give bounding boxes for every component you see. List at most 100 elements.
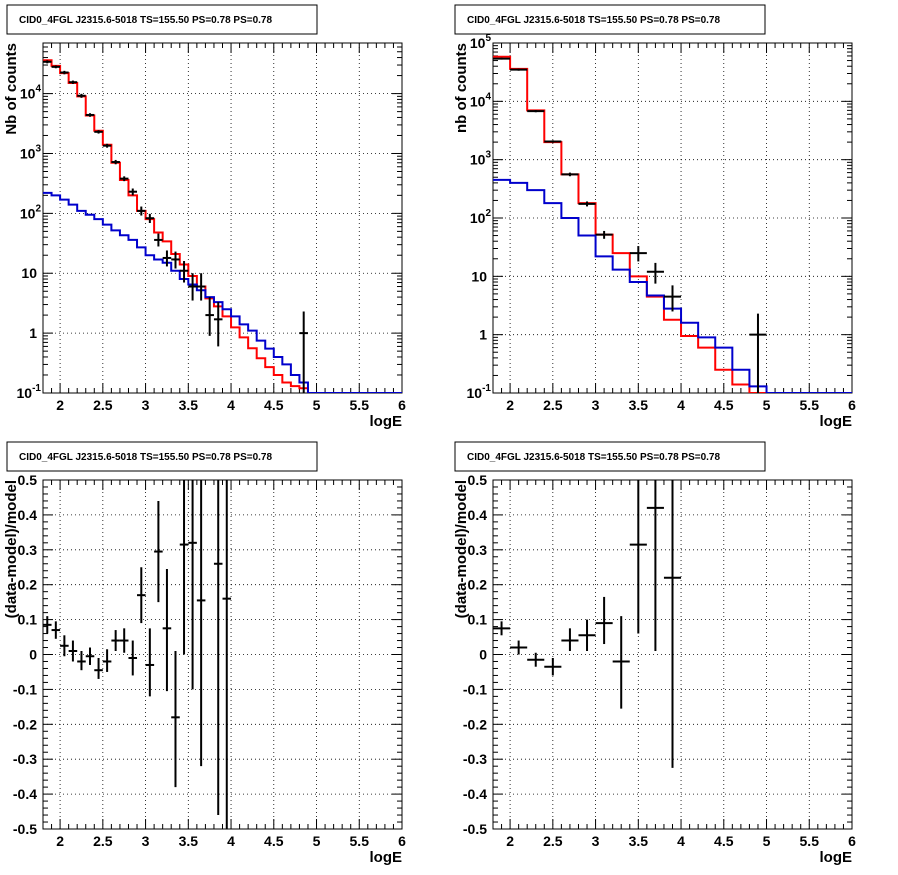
y-axis-label: Nb of counts bbox=[3, 43, 20, 135]
x-tick-label: 3 bbox=[142, 397, 150, 413]
data-point bbox=[128, 640, 138, 676]
x-tick-label: 3 bbox=[592, 833, 600, 849]
chart-title: CID0_4FGL J2315.6-5018 TS=155.50 PS=0.78… bbox=[19, 15, 272, 26]
y-tick-label: 0.5 bbox=[18, 472, 38, 488]
chart-panel-1: CID0_4FGL J2315.6-5018 TS=155.50 PS=0.78… bbox=[3, 4, 406, 430]
data-point bbox=[94, 657, 103, 679]
data-point bbox=[629, 480, 647, 634]
y-tick-label: 0.4 bbox=[468, 507, 488, 523]
data-point bbox=[94, 130, 103, 134]
data-point bbox=[128, 188, 138, 196]
data-point bbox=[205, 297, 214, 336]
x-tick-label: 4 bbox=[677, 397, 685, 413]
data-layer bbox=[43, 480, 232, 829]
y-tick-label: 0.2 bbox=[468, 577, 488, 593]
x-tick-label: 4 bbox=[227, 397, 235, 413]
data-point bbox=[145, 628, 155, 697]
y-tick-label: 0 bbox=[29, 647, 37, 663]
data-point bbox=[749, 313, 767, 393]
y-tick-label: 1 bbox=[479, 327, 487, 343]
chart-title: CID0_4FGL J2315.6-5018 TS=155.50 PS=0.78… bbox=[19, 452, 272, 463]
data-layer bbox=[493, 55, 852, 393]
data-point bbox=[493, 621, 511, 636]
x-tick-label: 4.5 bbox=[264, 833, 284, 849]
y-tick-label: 0.2 bbox=[18, 577, 38, 593]
total_model-histogram bbox=[493, 55, 852, 393]
data-point bbox=[646, 262, 664, 284]
data-point bbox=[145, 213, 155, 224]
x-tick-label: 4 bbox=[227, 833, 235, 849]
y-tick-label: -0.5 bbox=[13, 821, 37, 837]
data-point bbox=[162, 568, 172, 692]
y-tick-label: 104 bbox=[470, 91, 492, 109]
data-point bbox=[51, 65, 61, 69]
y-tick-label: 0.1 bbox=[468, 612, 488, 628]
x-axis-label: logE bbox=[820, 849, 853, 866]
data-point bbox=[663, 285, 682, 312]
data-point bbox=[60, 70, 69, 75]
y-axis-label: (data-model)/model bbox=[3, 480, 20, 618]
x-tick-label: 2 bbox=[506, 833, 514, 849]
data-point bbox=[612, 616, 630, 709]
x-tick-label: 5 bbox=[313, 397, 321, 413]
data-point bbox=[119, 176, 129, 182]
chart-panel-3: CID0_4FGL J2315.6-5018 TS=155.50 PS=0.78… bbox=[3, 441, 406, 866]
title-box bbox=[6, 4, 318, 35]
y-tick-label: 0.3 bbox=[468, 542, 488, 558]
title-box bbox=[6, 441, 318, 472]
y-tick-label: -0.3 bbox=[13, 751, 37, 767]
data-point bbox=[578, 201, 596, 207]
data-point bbox=[77, 651, 86, 671]
plot-frame bbox=[42, 479, 403, 830]
x-tick-label: 2.5 bbox=[93, 397, 113, 413]
y-tick-label: 102 bbox=[20, 203, 42, 221]
x-tick-label: 3.5 bbox=[629, 833, 649, 849]
chart-title: CID0_4FGL J2315.6-5018 TS=155.50 PS=0.78… bbox=[467, 15, 720, 26]
y-tick-label: 0 bbox=[479, 647, 487, 663]
y-tick-label: -0.2 bbox=[463, 716, 487, 732]
x-tick-label: 2.5 bbox=[93, 833, 113, 849]
data-point bbox=[102, 649, 112, 672]
y-tick-label: 10-1 bbox=[467, 383, 492, 401]
data-point bbox=[646, 480, 664, 652]
data-point bbox=[179, 480, 189, 655]
x-tick-label: 2 bbox=[56, 833, 64, 849]
x-tick-label: 5.5 bbox=[800, 397, 820, 413]
y-tick-label: 0.1 bbox=[18, 612, 38, 628]
x-tick-label: 6 bbox=[398, 397, 406, 413]
data-point bbox=[188, 480, 197, 690]
y-tick-label: 103 bbox=[470, 150, 492, 168]
y-tick-label: -0.2 bbox=[13, 716, 37, 732]
data-point bbox=[171, 251, 180, 269]
data-point bbox=[222, 480, 232, 829]
y-tick-label: -0.5 bbox=[463, 821, 487, 837]
data-point bbox=[154, 233, 163, 247]
chart-panel-2: CID0_4FGL J2315.6-5018 TS=155.50 PS=0.78… bbox=[453, 4, 856, 430]
data-point bbox=[51, 621, 61, 639]
y-tick-label: -0.4 bbox=[463, 786, 487, 802]
data-point bbox=[196, 480, 206, 767]
data-point bbox=[68, 640, 78, 662]
plot-frame bbox=[492, 42, 853, 394]
y-tick-label: 0.4 bbox=[18, 507, 38, 523]
data-point bbox=[137, 206, 146, 216]
x-tick-label: 2.5 bbox=[543, 397, 563, 413]
title-box bbox=[454, 4, 766, 35]
data-point bbox=[527, 110, 545, 113]
data-point bbox=[68, 80, 78, 84]
y-tick-label: 0.5 bbox=[468, 472, 488, 488]
x-axis-label: logE bbox=[370, 849, 403, 866]
data-point bbox=[179, 261, 189, 283]
x-tick-label: 5.5 bbox=[800, 833, 820, 849]
x-tick-label: 4.5 bbox=[714, 397, 734, 413]
x-tick-label: 5.5 bbox=[350, 397, 370, 413]
y-tick-label: -0.1 bbox=[463, 681, 487, 697]
x-tick-label: 6 bbox=[398, 833, 406, 849]
data-point bbox=[561, 172, 579, 177]
background_model-histogram bbox=[43, 191, 402, 393]
data-point bbox=[629, 246, 647, 262]
data-point bbox=[213, 480, 223, 816]
y-tick-label: 10 bbox=[21, 265, 37, 281]
x-tick-label: 3.5 bbox=[629, 397, 649, 413]
data-point bbox=[137, 567, 146, 624]
